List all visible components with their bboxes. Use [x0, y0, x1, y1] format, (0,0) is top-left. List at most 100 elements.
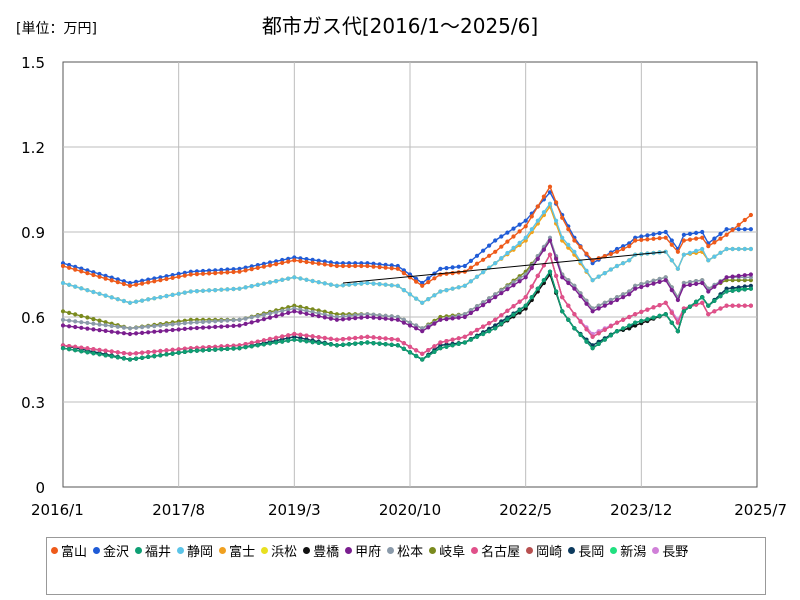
data-point-福井 — [371, 341, 376, 346]
data-point-福井 — [365, 340, 370, 345]
data-point-金沢 — [444, 266, 449, 271]
data-point-名古屋 — [365, 334, 370, 339]
data-point-松本 — [207, 319, 212, 324]
data-point-福井 — [669, 320, 674, 325]
data-point-甲府 — [395, 317, 400, 322]
data-point-松本 — [261, 312, 266, 317]
data-point-松本 — [286, 307, 291, 312]
data-point-名古屋 — [560, 295, 565, 300]
data-point-福井 — [243, 345, 248, 350]
data-point-静岡 — [736, 246, 741, 252]
legend-items: 富山 金沢 福井 静岡 富士 浜松 豊橋 甲府 松本 岐阜 名古屋 岡崎 長岡 新潟 長野 — [47, 538, 765, 560]
data-point-甲府 — [511, 283, 516, 288]
data-point-甲府 — [115, 330, 120, 335]
data-point-静岡 — [377, 282, 382, 287]
data-point-名古屋 — [529, 284, 534, 289]
data-point-静岡 — [572, 249, 577, 254]
data-point-甲府 — [164, 328, 169, 333]
data-point-名古屋 — [243, 342, 248, 347]
data-point-静岡 — [359, 281, 364, 286]
data-point-静岡 — [115, 297, 120, 302]
data-point-福井 — [176, 350, 181, 355]
data-point-甲府 — [584, 301, 589, 306]
data-point-名古屋 — [505, 308, 510, 313]
data-point-甲府 — [225, 324, 230, 329]
data-point-富山 — [121, 281, 126, 287]
data-point-松本 — [231, 318, 236, 323]
data-point-富山 — [97, 274, 102, 279]
data-point-名古屋 — [602, 327, 607, 332]
data-point-静岡 — [334, 283, 339, 288]
data-point-甲府 — [383, 316, 388, 321]
data-point-富山 — [389, 266, 394, 271]
data-point-静岡 — [347, 282, 352, 287]
data-point-富山 — [706, 244, 711, 249]
data-point-静岡 — [742, 246, 747, 252]
data-point-福井 — [426, 353, 431, 358]
data-point-富山 — [474, 261, 480, 266]
data-point-甲府 — [170, 327, 175, 333]
data-point-福井 — [79, 349, 84, 354]
data-point-富山 — [627, 244, 632, 249]
data-point-福井 — [267, 341, 273, 346]
data-point-富山 — [322, 262, 327, 267]
data-point-福井 — [389, 342, 394, 347]
data-point-静岡 — [499, 256, 504, 261]
data-point-福井 — [109, 354, 114, 359]
data-point-静岡 — [371, 281, 376, 286]
data-point-福井 — [67, 347, 72, 352]
data-point-金沢 — [523, 218, 528, 223]
data-point-福井 — [103, 353, 108, 358]
data-point-富山 — [395, 266, 400, 271]
data-point-富山 — [219, 270, 224, 275]
data-point-名古屋 — [621, 317, 626, 322]
data-point-静岡 — [353, 282, 358, 287]
data-point-静岡 — [748, 246, 754, 252]
data-point-福井 — [450, 343, 455, 348]
data-point-富山 — [286, 259, 291, 264]
data-point-金沢 — [474, 253, 480, 258]
data-point-福井 — [438, 346, 443, 351]
data-point-金沢 — [140, 278, 145, 283]
data-point-名古屋 — [541, 263, 547, 268]
data-point-甲府 — [109, 329, 114, 334]
data-point-福井 — [554, 289, 559, 294]
data-point-松本 — [115, 324, 120, 329]
y-tick-label: 0.3 — [21, 394, 45, 412]
data-point-福井 — [140, 355, 145, 360]
data-point-岐阜 — [103, 320, 108, 325]
legend-marker — [429, 546, 437, 554]
data-point-松本 — [621, 292, 626, 297]
data-point-静岡 — [249, 284, 254, 289]
data-point-名古屋 — [645, 307, 650, 312]
data-point-甲府 — [608, 300, 614, 305]
data-point-静岡 — [450, 286, 455, 291]
data-point-名古屋 — [487, 321, 492, 326]
data-point-富山 — [207, 271, 212, 276]
legend-item: 福井 — [135, 540, 171, 560]
data-point-岐阜 — [73, 312, 78, 317]
data-point-富山 — [450, 271, 455, 276]
data-point-富山 — [292, 258, 297, 263]
data-point-福井 — [322, 341, 327, 346]
legend-item: 富山 — [51, 540, 87, 560]
data-point-名古屋 — [730, 303, 735, 308]
data-point-名古屋 — [432, 344, 437, 349]
data-point-名古屋 — [134, 351, 139, 356]
data-point-名古屋 — [249, 340, 254, 345]
data-point-名古屋 — [353, 335, 358, 341]
data-point-名古屋 — [547, 252, 553, 257]
data-point-富山 — [73, 267, 78, 272]
data-point-福井 — [134, 356, 139, 361]
data-point-静岡 — [152, 296, 157, 301]
data-point-富山 — [468, 265, 473, 270]
data-point-甲府 — [60, 323, 66, 328]
data-point-静岡 — [109, 295, 114, 300]
data-point-甲府 — [274, 314, 279, 319]
data-point-静岡 — [523, 235, 528, 240]
data-point-富山 — [280, 260, 285, 265]
data-point-名古屋 — [669, 310, 674, 315]
data-point-静岡 — [560, 235, 565, 240]
data-point-甲府 — [590, 309, 595, 314]
data-point-名古屋 — [414, 348, 419, 353]
